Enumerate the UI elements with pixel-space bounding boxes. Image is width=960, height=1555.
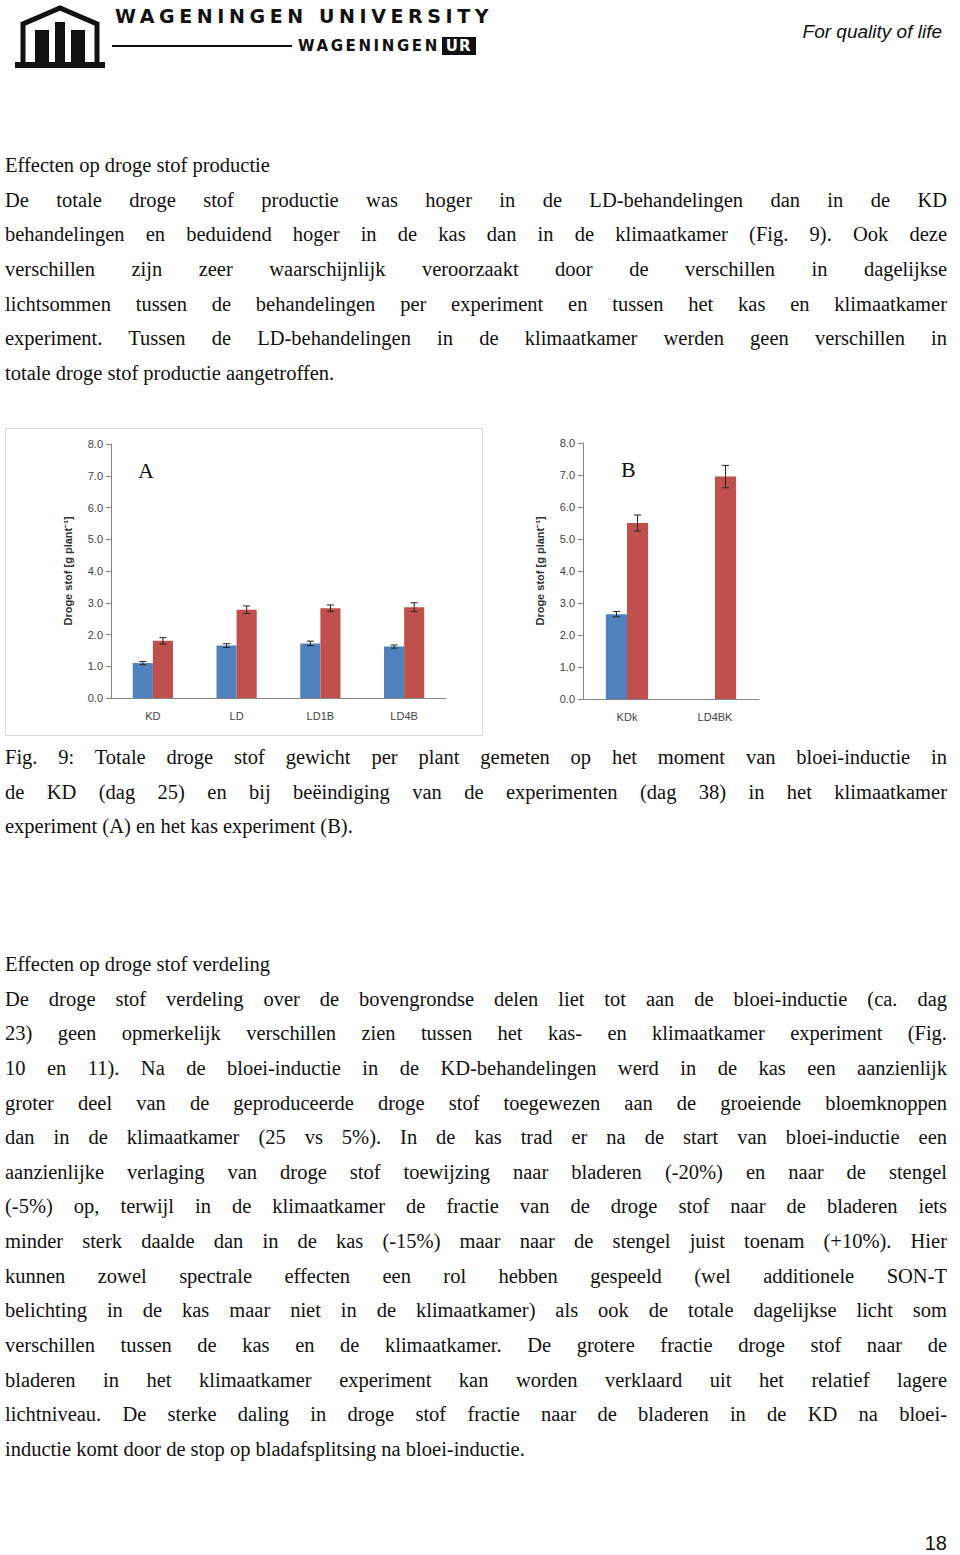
svg-text:7.0: 7.0 bbox=[88, 470, 103, 482]
html-text:De droge stof verdeling over d: De droge stof verdeling over de bovengro… bbox=[5, 987, 947, 1010]
html-text:belichting in de kas maar niet: belichting in de kas maar niet in de kli… bbox=[5, 1299, 947, 1322]
html-text:minder sterk daalde dan in de: minder sterk daalde dan in de kas (-15%)… bbox=[5, 1230, 947, 1253]
html-text:dan in de klimaatkamer (25 vs: dan in de klimaatkamer (25 vs 5%). In de… bbox=[5, 1126, 947, 1149]
html-text:De totale droge stof productie: De totale droge stof productie was hoger… bbox=[5, 188, 947, 211]
svg-text:5.0: 5.0 bbox=[88, 533, 103, 545]
html-text:Effecten op droge stof verdeli: Effecten op droge stof verdeling bbox=[5, 953, 270, 975]
svg-text:8.0: 8.0 bbox=[560, 437, 575, 449]
html-text:experiment (A) en het kas expe: experiment (A) en het kas experiment (B)… bbox=[5, 815, 353, 838]
html-text:lichtniveau. De sterke daling: lichtniveau. De sterke daling in droge s… bbox=[5, 1403, 947, 1426]
html-text:inductie komt door de stop op: inductie komt door de stop op bladafspli… bbox=[5, 1438, 525, 1460]
html-text:23) geen opmerkelijk verschill: 23) geen opmerkelijk verschillen zien tu… bbox=[5, 1022, 947, 1045]
html-text:behandelingen en beduidend hog: behandelingen en beduidend hoger in de k… bbox=[5, 223, 947, 246]
svg-text:1.0: 1.0 bbox=[560, 661, 575, 673]
svg-text:2.0: 2.0 bbox=[560, 629, 575, 641]
svg-text:LD1B: LD1B bbox=[307, 710, 335, 722]
svg-text:6.0: 6.0 bbox=[88, 502, 103, 514]
svg-text:4.0: 4.0 bbox=[88, 565, 103, 577]
html-text:WAGENINGEN UNIVERSITY: WAGENINGEN UNIVERSITY bbox=[115, 5, 494, 27]
svg-text:LD4BK: LD4BK bbox=[698, 711, 734, 723]
svg-text:B: B bbox=[621, 457, 636, 482]
html-text:verschillen tussen de kas en d: verschillen tussen de kas en de klimaatk… bbox=[5, 1334, 947, 1356]
html-text:groter deel van de geproduceer: groter deel van de geproduceerde droge s… bbox=[5, 1091, 947, 1114]
html-text:18: 18 bbox=[924, 1532, 947, 1554]
html-text:de KD (dag 25) en bij beëindig: de KD (dag 25) en bij beëindiging van de… bbox=[5, 780, 947, 803]
svg-text:8.0: 8.0 bbox=[88, 438, 103, 450]
svg-text:KDk: KDk bbox=[617, 711, 638, 723]
html-text:kunnen zowel spectrale effecte: kunnen zowel spectrale effecten een rol … bbox=[5, 1264, 947, 1287]
svg-text:2.0: 2.0 bbox=[88, 629, 103, 641]
svg-text:LD: LD bbox=[230, 710, 244, 722]
html-text:verschillen zijn zeer waarschi: verschillen zijn zeer waarschijnlijk ver… bbox=[5, 257, 947, 280]
svg-text:6.0: 6.0 bbox=[560, 501, 575, 513]
html-text:For quality of life: For quality of life bbox=[802, 21, 942, 42]
svg-text:7.0: 7.0 bbox=[560, 469, 575, 481]
html-text:aanzienlijke verlaging van dro: aanzienlijke verlaging van droge stof to… bbox=[5, 1160, 947, 1183]
html-text:10 en 11). Na de bloei-inducti: 10 en 11). Na de bloei-inductie in de KD… bbox=[5, 1056, 947, 1079]
html-text:Effecten op droge stof product: Effecten op droge stof productie bbox=[5, 154, 270, 176]
svg-text:0.0: 0.0 bbox=[88, 692, 103, 704]
html-text:totale droge stof productie aa: totale droge stof productie aangetroffen… bbox=[5, 361, 335, 384]
svg-text:1.0: 1.0 bbox=[88, 660, 103, 672]
html-text:(-5%) op, terwijl in de klimaa: (-5%) op, terwijl in de klimaatkamer de … bbox=[5, 1195, 947, 1218]
svg-text:KD: KD bbox=[145, 710, 160, 722]
html-text:experiment. Tussen de LD-behan: experiment. Tussen de LD-behandelingen i… bbox=[5, 327, 947, 350]
svg-text:4.0: 4.0 bbox=[560, 565, 575, 577]
html-text:bladeren in het klimaatkamer e: bladeren in het klimaatkamer experiment … bbox=[5, 1368, 947, 1391]
html-text:WAGENINGEN UR: WAGENINGEN UR bbox=[298, 37, 472, 55]
svg-text:0.0: 0.0 bbox=[560, 693, 575, 705]
svg-text:5.0: 5.0 bbox=[560, 533, 575, 545]
svg-text:3.0: 3.0 bbox=[88, 597, 103, 609]
svg-text:Droge stof [g plant⁻¹]: Droge stof [g plant⁻¹] bbox=[534, 516, 546, 625]
svg-text:Droge stof [g plant⁻¹]: Droge stof [g plant⁻¹] bbox=[62, 516, 74, 625]
svg-text:LD4B: LD4B bbox=[390, 710, 418, 722]
svg-text:3.0: 3.0 bbox=[560, 597, 575, 609]
svg-text:A: A bbox=[138, 458, 154, 483]
html-text:Fig. 9: Totale droge stof gewi: Fig. 9: Totale droge stof gewicht per pl… bbox=[5, 746, 947, 768]
html-text:lichtsommen tussen de behandel: lichtsommen tussen de behandelingen per … bbox=[5, 292, 947, 315]
